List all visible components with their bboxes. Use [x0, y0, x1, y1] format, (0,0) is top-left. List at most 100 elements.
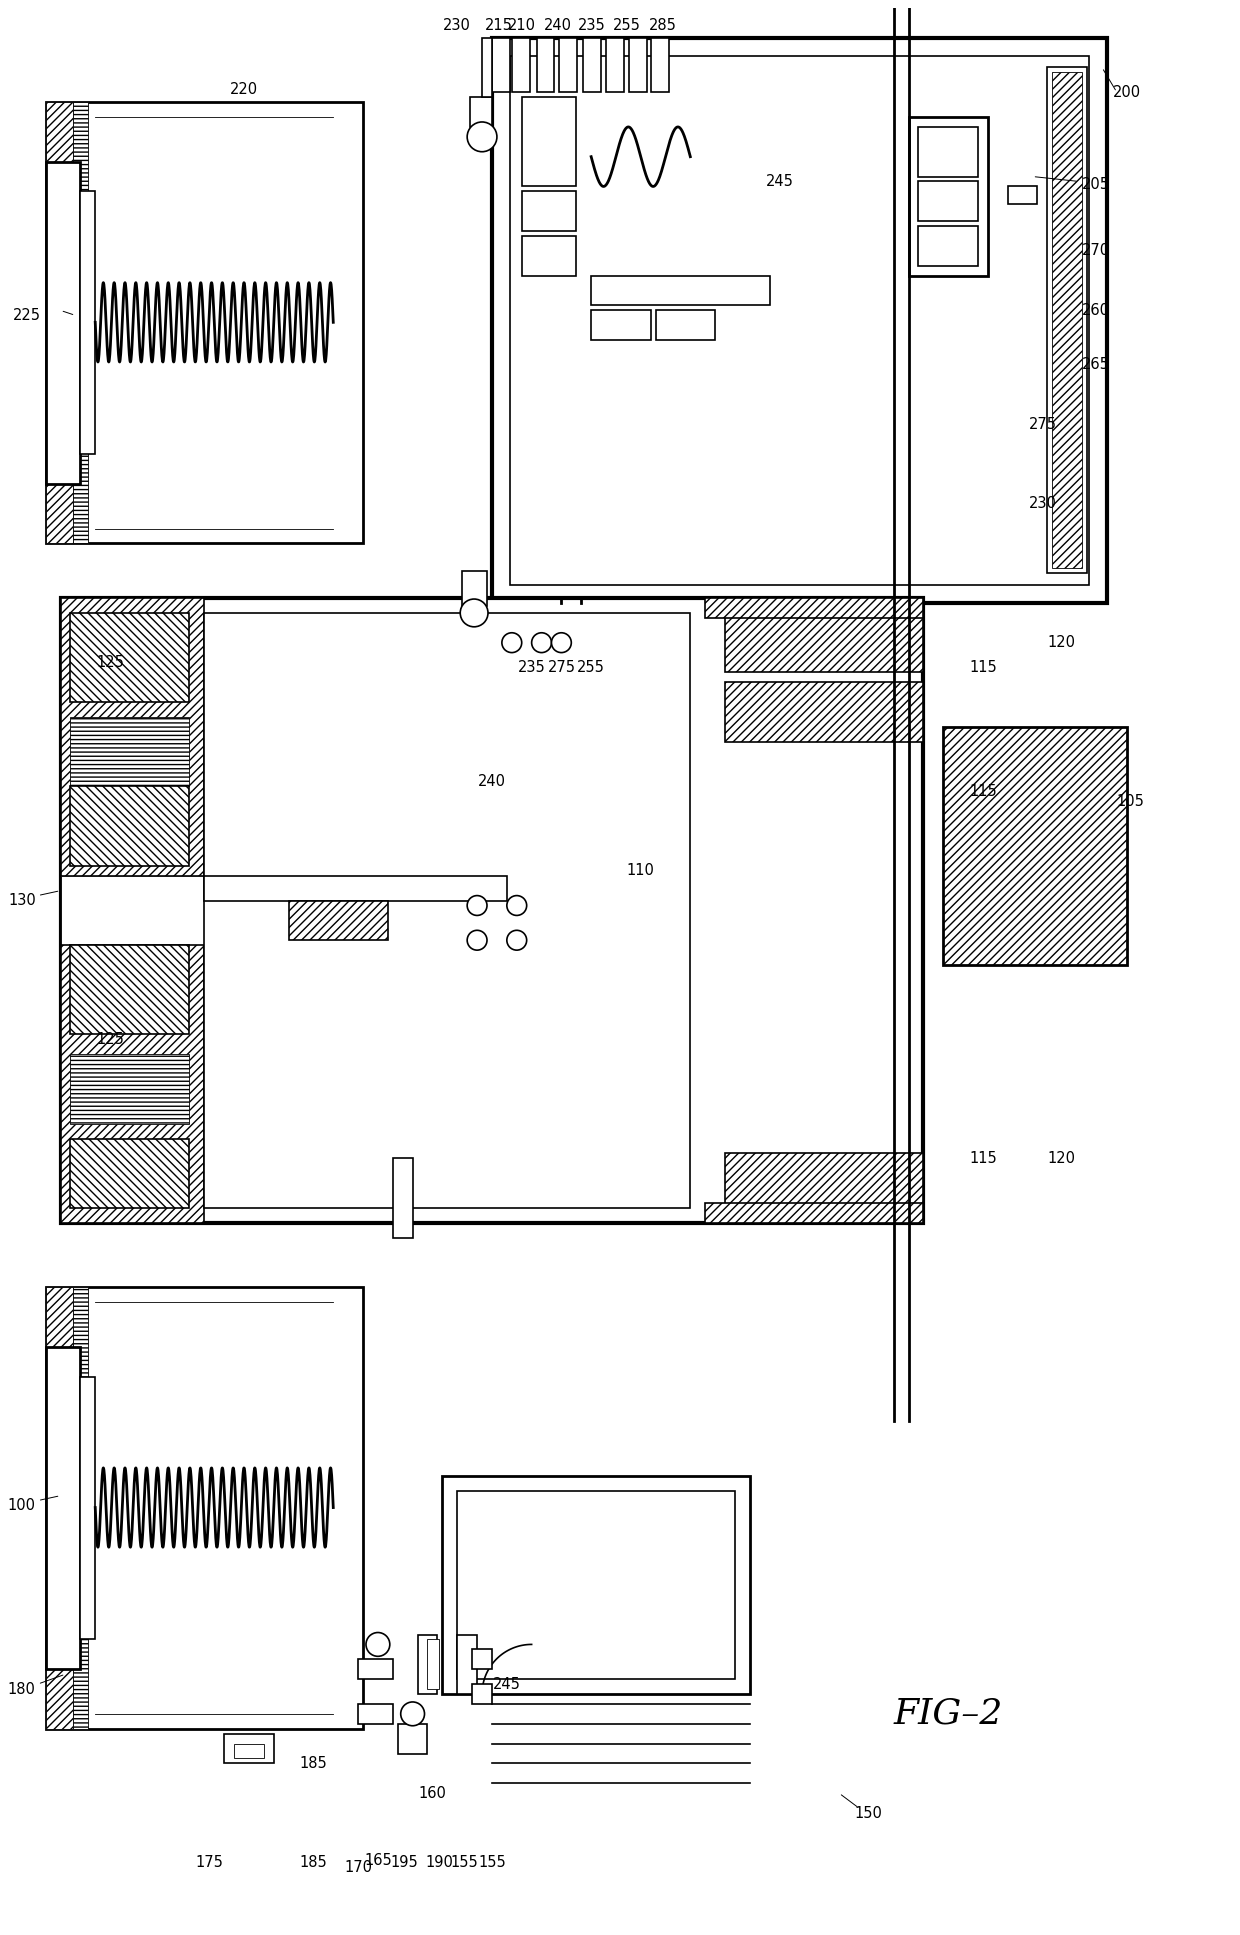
Text: 175: 175	[196, 1856, 223, 1869]
Bar	[919, 128, 978, 176]
Bar	[393, 1159, 413, 1238]
Bar	[71, 786, 190, 865]
Text: 235: 235	[518, 660, 546, 675]
Bar	[61, 598, 205, 877]
Text: 195: 195	[391, 1856, 419, 1869]
Text: 115: 115	[968, 784, 997, 799]
Bar	[458, 1490, 735, 1680]
Circle shape	[401, 1703, 424, 1726]
Text: 225: 225	[12, 308, 41, 323]
Bar	[61, 944, 205, 1223]
Bar	[482, 37, 492, 97]
Text: 245: 245	[494, 1676, 521, 1691]
Bar	[472, 1683, 492, 1705]
Text: 275: 275	[547, 660, 575, 675]
Bar	[522, 236, 577, 275]
Text: 255: 255	[613, 17, 641, 33]
Text: 125: 125	[97, 1031, 124, 1047]
Bar	[46, 103, 73, 544]
Bar	[522, 192, 577, 230]
Text: 185: 185	[300, 1856, 327, 1869]
Bar	[512, 37, 529, 93]
Text: 200: 200	[1112, 85, 1141, 101]
Bar	[71, 1138, 190, 1207]
Bar	[470, 97, 492, 128]
Text: 210: 210	[507, 17, 536, 33]
Text: 230: 230	[1028, 495, 1056, 511]
Bar	[492, 37, 1107, 604]
Bar	[1048, 68, 1087, 573]
Text: 100: 100	[7, 1498, 36, 1513]
Bar	[559, 37, 578, 93]
Circle shape	[507, 931, 527, 950]
Text: 265: 265	[1083, 358, 1110, 372]
Bar	[46, 1287, 73, 1728]
Bar	[418, 1635, 438, 1693]
Bar	[706, 598, 924, 617]
Bar	[61, 598, 924, 1223]
Bar	[71, 1055, 190, 1124]
Text: 190: 190	[425, 1856, 454, 1869]
Bar	[443, 1476, 750, 1693]
Circle shape	[502, 633, 522, 652]
Bar	[606, 37, 624, 93]
Bar	[71, 944, 190, 1035]
Bar	[651, 37, 668, 93]
Bar	[656, 310, 715, 341]
Text: 245: 245	[765, 174, 794, 190]
Bar	[81, 192, 95, 455]
Text: 150: 150	[854, 1805, 883, 1821]
Bar	[73, 103, 88, 544]
Text: 205: 205	[1083, 176, 1110, 192]
Circle shape	[467, 122, 497, 151]
Bar	[1008, 186, 1038, 205]
Bar	[458, 1635, 477, 1693]
Text: 285: 285	[649, 17, 677, 33]
Bar	[358, 1660, 393, 1680]
Bar	[398, 1724, 428, 1753]
Bar	[591, 275, 770, 306]
Bar	[919, 226, 978, 265]
Bar	[706, 1204, 924, 1223]
Text: 115: 115	[968, 1151, 997, 1167]
Text: 185: 185	[300, 1755, 327, 1771]
Text: 235: 235	[578, 17, 606, 33]
Text: FIG–2: FIG–2	[894, 1697, 1003, 1730]
Bar	[472, 1649, 492, 1670]
Bar	[629, 37, 647, 93]
Text: 165: 165	[365, 1854, 392, 1867]
Bar	[224, 1734, 274, 1763]
Circle shape	[366, 1633, 389, 1656]
Bar	[46, 163, 81, 484]
Circle shape	[507, 896, 527, 915]
Bar	[289, 900, 388, 940]
Circle shape	[552, 633, 572, 652]
Text: 240: 240	[543, 17, 572, 33]
Bar	[725, 613, 924, 673]
Bar	[71, 718, 190, 786]
Bar	[46, 103, 363, 544]
Text: 270: 270	[1083, 244, 1110, 259]
Bar	[537, 37, 554, 93]
Bar	[522, 97, 577, 186]
Bar	[919, 182, 978, 221]
Bar	[492, 37, 510, 93]
Text: 115: 115	[968, 660, 997, 675]
Bar	[909, 116, 988, 275]
Circle shape	[467, 896, 487, 915]
Bar	[46, 1287, 363, 1728]
Text: 155: 155	[479, 1856, 506, 1869]
Text: 260: 260	[1083, 304, 1110, 317]
Text: 275: 275	[1028, 416, 1056, 432]
Bar	[583, 37, 601, 93]
Bar	[510, 56, 1089, 584]
Bar	[428, 1639, 439, 1689]
Text: 220: 220	[229, 81, 258, 97]
Bar	[944, 728, 1127, 966]
Bar	[234, 1743, 264, 1759]
Bar	[725, 683, 924, 741]
Bar	[205, 613, 691, 1207]
Text: 255: 255	[577, 660, 605, 675]
Bar	[46, 1347, 81, 1670]
Bar	[71, 613, 190, 702]
